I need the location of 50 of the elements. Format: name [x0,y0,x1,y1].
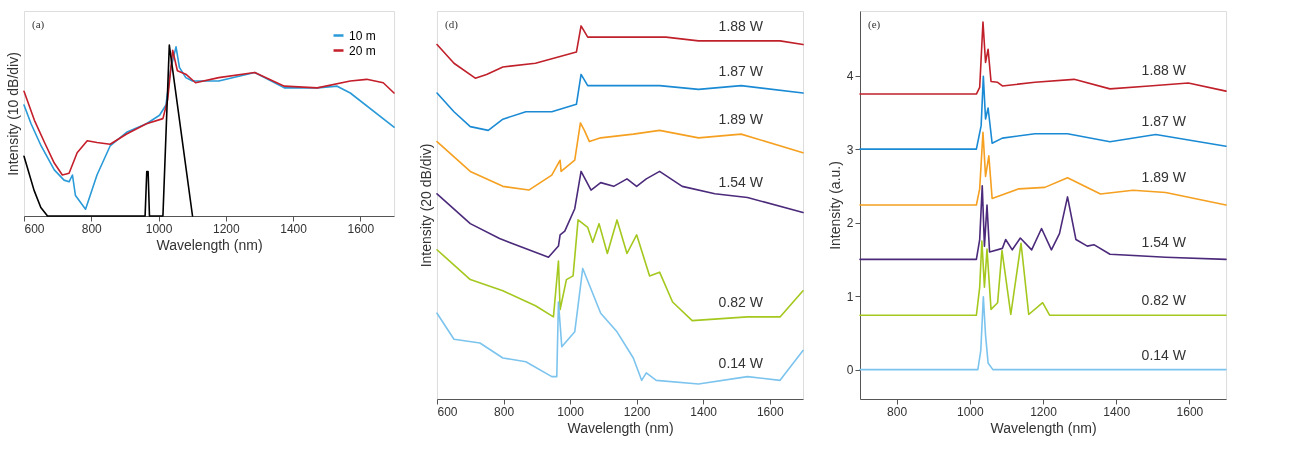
x-tick-label: 1600 [347,221,375,236]
y-tick-label: 3 [846,142,854,157]
x-tick-label: 1000 [557,404,585,419]
series-label: 0.82 W [1141,292,1187,309]
series-label: 1.54 W [1141,234,1187,251]
line-series [859,185,1227,261]
y-axis-title: Intensity (a.u.) [826,161,843,250]
y-axis-title: Intensity (20 dB/div) [417,143,434,268]
x-axis-title: Wavelength (nm) [990,419,1097,436]
x-tick-label: 1200 [212,221,240,236]
series-label: 1.89 W [718,111,764,128]
y-axis-title: Intensity (10 dB/div) [4,52,21,176]
line-series [859,131,1227,206]
series-label: 0.14 W [718,354,764,371]
annotation: (e) [868,18,881,31]
series-label: 0.14 W [1141,346,1187,363]
y-tick-label: 2 [846,216,854,231]
y-tick-label: 1 [846,289,854,304]
y-tick-label: 4 [846,69,854,84]
x-tick-label: 800 [887,404,908,419]
series-label: 1.54 W [718,173,764,190]
series-label: 1.88 W [1141,61,1187,78]
x-tick-label: 1600 [1176,404,1204,419]
annotation: (d) [445,18,459,31]
x-tick-label: 1000 [956,404,984,419]
legend-label: 20 m [349,43,376,58]
x-tick-label: 1600 [756,404,784,419]
x-tick-label: 1400 [280,221,308,236]
x-tick-label: 1000 [145,221,173,236]
y-tick-label: 0 [846,363,854,378]
line-series [859,21,1227,95]
x-axis-title: Wavelength (nm) [567,419,674,436]
x-tick-label: 800 [494,404,515,419]
line-series [859,75,1227,150]
series-label: 0.82 W [718,294,764,311]
x-tick-label: 1400 [690,404,718,419]
series-label: 1.87 W [718,62,764,79]
series-label: 1.88 W [718,17,764,34]
legend-label: 10 m [349,28,376,43]
x-tick-label: 1200 [1030,404,1058,419]
text: (a) [32,18,45,31]
x-tick-label: 1400 [1103,404,1131,419]
x-tick-label: 600 [24,221,45,236]
x-tick-label: 600 [437,404,458,419]
series-label: 1.87 W [1141,112,1187,129]
line-series [859,296,1227,371]
x-axis-title: Wavelength (nm) [156,236,263,253]
x-tick-label: 800 [81,221,103,236]
series-label: 1.89 W [1141,169,1187,186]
x-tick-label: 1200 [623,404,651,419]
